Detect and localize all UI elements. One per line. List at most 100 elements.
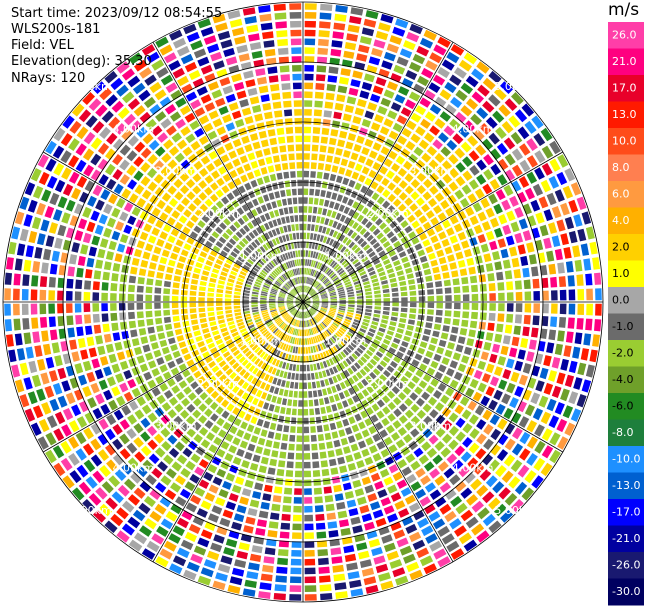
- range-gate: [295, 373, 299, 381]
- colorbar-tick-label: 21.0: [612, 55, 637, 68]
- range-gate: [396, 56, 409, 67]
- range-gate: [455, 89, 468, 102]
- range-gate: [334, 355, 341, 362]
- range-gate: [501, 121, 514, 134]
- range-gate: [342, 360, 349, 368]
- range-gate: [335, 253, 341, 260]
- range-gate: [336, 364, 342, 372]
- range-gate: [374, 114, 384, 124]
- range-gate: [330, 273, 337, 279]
- range-gate: [373, 39, 386, 49]
- range-gate: [514, 314, 522, 324]
- range-gate: [392, 292, 399, 297]
- range-gate: [409, 531, 422, 543]
- range-gate: [314, 372, 319, 380]
- range-gate: [306, 320, 309, 327]
- range-gate: [320, 275, 326, 282]
- range-gate: [417, 249, 426, 257]
- range-gate: [342, 400, 349, 408]
- range-gate: [446, 368, 455, 377]
- range-gate: [466, 494, 479, 506]
- ppi-velocity-field: [4, 3, 602, 601]
- range-gate: [313, 327, 317, 334]
- range-gate: [421, 391, 430, 401]
- range-gate: [314, 189, 321, 197]
- range-gate: [432, 454, 443, 465]
- range-gate: [382, 315, 389, 320]
- range-gate: [313, 478, 322, 486]
- range-gate: [433, 548, 447, 560]
- range-gate: [303, 302, 309, 308]
- range-gate: [304, 300, 311, 302]
- range-gate: [442, 160, 453, 171]
- range-gate: [366, 188, 374, 197]
- range-gate: [332, 251, 339, 258]
- range-gate: [357, 359, 365, 367]
- range-gate: [386, 330, 394, 336]
- range-gate: [320, 3, 333, 12]
- range-gate: [474, 340, 483, 349]
- range-gate: [485, 386, 495, 397]
- range-gate: [313, 118, 322, 126]
- range-gate: [417, 283, 425, 290]
- range-gate: [410, 302, 417, 308]
- range-gate: [372, 452, 382, 462]
- range-gate: [341, 473, 350, 482]
- range-gate: [333, 156, 341, 165]
- range-gate: [481, 373, 491, 383]
- range-gate: [303, 356, 306, 363]
- range-gate: [449, 360, 458, 369]
- range-gate: [429, 409, 439, 419]
- range-gate: [488, 497, 501, 510]
- range-gate: [417, 314, 425, 321]
- range-gate: [416, 277, 424, 284]
- range-gate: [410, 191, 420, 201]
- range-gate: [296, 435, 303, 442]
- range-gate: [438, 231, 447, 240]
- range-gate: [315, 283, 321, 289]
- range-gate: [398, 275, 406, 281]
- range-gate: [452, 133, 464, 145]
- range-gate: [438, 339, 447, 348]
- range-gate: [352, 395, 360, 403]
- range-gate: [319, 451, 327, 459]
- range-gate: [448, 425, 459, 437]
- range-gate: [428, 159, 439, 170]
- range-gate: [437, 556, 451, 568]
- range-gate: [327, 521, 338, 529]
- range-gate: [387, 205, 396, 214]
- range-gate: [468, 150, 480, 162]
- range-gate: [330, 129, 339, 137]
- range-gate: [367, 493, 378, 502]
- range-gate: [376, 410, 385, 419]
- range-gate: [303, 453, 311, 460]
- range-gate: [330, 296, 337, 299]
- range-gate: [403, 355, 412, 363]
- range-gate: [509, 397, 519, 409]
- range-gate: [361, 217, 369, 226]
- range-gate: [430, 259, 438, 267]
- range-gate: [304, 302, 311, 305]
- range-gate: [433, 273, 442, 281]
- range-gate: [455, 344, 464, 353]
- range-gate: [347, 571, 360, 580]
- range-gate: [354, 261, 361, 268]
- range-gate: [390, 282, 398, 288]
- range-gate: [332, 220, 338, 229]
- range-gate: [414, 386, 423, 395]
- range-gate: [389, 35, 403, 45]
- range-gate: [305, 250, 309, 257]
- range-gate: [357, 381, 364, 390]
- range-gate: [340, 68, 351, 77]
- range-gate: [344, 379, 351, 388]
- range-gate: [310, 337, 314, 344]
- range-gate: [336, 232, 342, 240]
- range-gate: [404, 185, 414, 195]
- range-gate: [327, 270, 334, 276]
- range-gate: [340, 372, 347, 380]
- range-gate: [331, 192, 338, 200]
- range-gate: [323, 486, 332, 494]
- range-gate: [344, 42, 357, 51]
- range-gate: [418, 296, 426, 302]
- range-gate: [464, 472, 476, 484]
